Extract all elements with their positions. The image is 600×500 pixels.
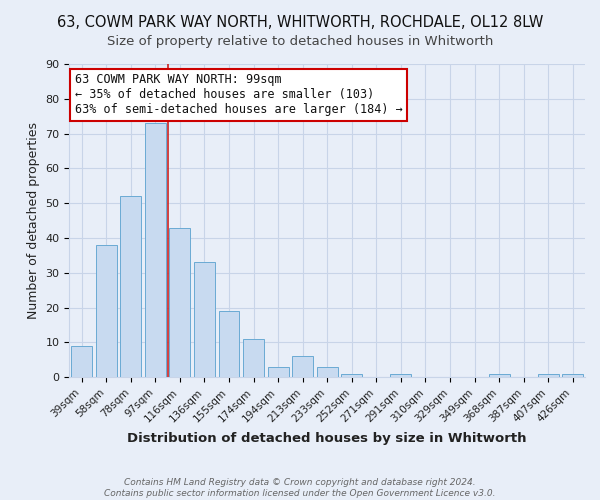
Bar bbox=[71, 346, 92, 377]
Bar bbox=[341, 374, 362, 377]
Bar bbox=[488, 374, 509, 377]
Y-axis label: Number of detached properties: Number of detached properties bbox=[27, 122, 40, 319]
Bar bbox=[218, 311, 239, 377]
Text: 63 COWM PARK WAY NORTH: 99sqm
← 35% of detached houses are smaller (103)
63% of : 63 COWM PARK WAY NORTH: 99sqm ← 35% of d… bbox=[74, 74, 403, 116]
Bar bbox=[292, 356, 313, 377]
Text: 63, COWM PARK WAY NORTH, WHITWORTH, ROCHDALE, OL12 8LW: 63, COWM PARK WAY NORTH, WHITWORTH, ROCH… bbox=[57, 15, 543, 30]
Text: Contains HM Land Registry data © Crown copyright and database right 2024.
Contai: Contains HM Land Registry data © Crown c… bbox=[104, 478, 496, 498]
Bar bbox=[96, 245, 116, 377]
Bar bbox=[538, 374, 559, 377]
Bar bbox=[194, 262, 215, 377]
Bar bbox=[562, 374, 583, 377]
Bar bbox=[243, 339, 264, 377]
Bar bbox=[169, 228, 190, 377]
Bar bbox=[121, 196, 141, 377]
Bar bbox=[391, 374, 411, 377]
X-axis label: Distribution of detached houses by size in Whitworth: Distribution of detached houses by size … bbox=[127, 432, 527, 445]
Bar bbox=[145, 123, 166, 377]
Bar bbox=[268, 366, 289, 377]
Text: Size of property relative to detached houses in Whitworth: Size of property relative to detached ho… bbox=[107, 35, 493, 48]
Bar bbox=[317, 366, 338, 377]
